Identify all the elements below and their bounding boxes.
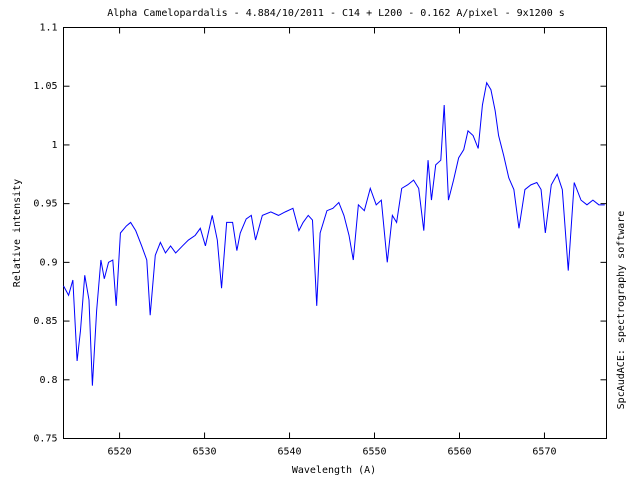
y-tick-label: 0.8 — [39, 375, 57, 386]
annotation: SpcAudACE: spectrography software — [616, 211, 627, 410]
x-tick-label: 6560 — [447, 447, 471, 458]
chart-title: Alpha Camelopardalis - 4.884/10/2011 - C… — [107, 8, 565, 19]
plot-frame — [63, 27, 607, 439]
x-tick-label: 6540 — [277, 447, 301, 458]
x-tick-label: 6520 — [108, 447, 132, 458]
x-tick-label: 6570 — [532, 447, 556, 458]
x-tick-label: 6550 — [362, 447, 386, 458]
y-tick-label: 1.1 — [39, 23, 57, 34]
y-tick-label: 0.75 — [33, 434, 57, 445]
y-tick-label: 0.95 — [33, 199, 57, 210]
y-tick-label: 1 — [51, 140, 57, 151]
y-tick-label: 1.05 — [33, 81, 57, 92]
x-axis-label: Wavelength (A) — [292, 465, 376, 476]
x-tick-label: 6530 — [193, 447, 217, 458]
y-tick-label: 0.85 — [33, 316, 57, 327]
spectrum-line — [63, 81, 605, 386]
y-axis-label: Relative intensity — [12, 179, 23, 287]
y-tick-label: 0.9 — [39, 257, 57, 268]
